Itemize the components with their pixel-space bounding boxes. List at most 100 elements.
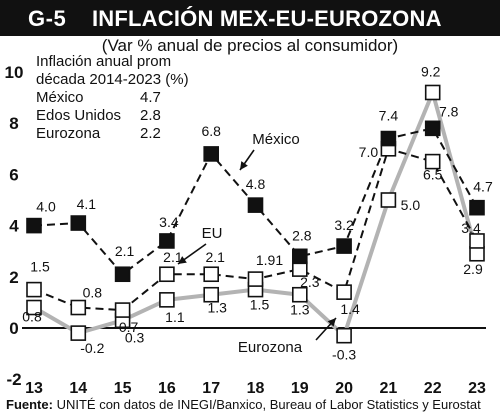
data-label: 4.7 <box>473 179 493 195</box>
series-name-label: Eurozona <box>238 339 303 356</box>
y-tick-label: -2 <box>6 370 21 389</box>
average-inflation-box: Inflación anual prom década 2014-2023 (%… <box>36 53 189 143</box>
legend-row-name: Eurozona <box>36 125 101 142</box>
data-label: 2.8 <box>292 227 312 243</box>
legend-row-name: México <box>36 89 84 106</box>
x-tick-label: 20 <box>335 380 353 397</box>
data-label: -0.2 <box>80 340 104 356</box>
data-label: 1.4 <box>340 301 360 317</box>
chart-header: G-5 INFLACIÓN MEX-EU-EUROZONA <box>0 0 500 36</box>
data-label: 9.2 <box>421 63 441 79</box>
chart-subtitle: (Var % anual de precios al consumidor) <box>101 36 399 55</box>
data-point-marker <box>203 266 219 283</box>
legend-heading-line-1: Inflación anual prom <box>36 53 172 70</box>
data-point-marker <box>291 286 308 303</box>
y-tick-label: 0 <box>9 319 18 338</box>
legend-row-value: 2.8 <box>140 107 161 124</box>
data-point-marker <box>70 325 87 341</box>
data-label: 4.8 <box>246 176 266 192</box>
data-point-marker <box>70 299 87 316</box>
data-point-marker <box>26 217 42 234</box>
data-point-marker <box>469 245 485 262</box>
data-point-marker <box>203 146 219 162</box>
y-tick-label: 6 <box>9 165 18 184</box>
source-note: Fuente: UNITÉ con datos de INEGI/Banxico… <box>6 397 481 412</box>
data-label: 2.3 <box>300 274 320 290</box>
annotation-arrowhead <box>178 256 187 264</box>
data-label: 3.2 <box>334 217 354 233</box>
data-label: 2.1 <box>163 249 183 265</box>
data-label: 2.1 <box>115 243 135 259</box>
data-label: -0.3 <box>332 347 356 363</box>
x-tick-label: 13 <box>25 380 43 397</box>
source-label: Fuente: <box>6 397 53 412</box>
data-point-marker <box>424 120 441 137</box>
data-point-marker <box>291 248 308 265</box>
x-tick-label: 18 <box>247 380 265 397</box>
data-label: 2.9 <box>463 261 483 277</box>
data-point-marker <box>159 292 175 308</box>
data-point-marker <box>380 130 397 147</box>
data-label: 7.4 <box>379 108 399 124</box>
y-tick-label: 4 <box>9 217 19 236</box>
data-point-marker <box>424 84 441 101</box>
x-tick-label: 17 <box>202 380 220 397</box>
data-label: 4.0 <box>36 199 56 215</box>
annotation-arrowhead <box>327 318 336 327</box>
data-label: 6.5 <box>423 167 443 183</box>
series-name-label: EU <box>202 225 223 242</box>
legend-row-eu: Edos Unidos 2.8 <box>36 107 186 125</box>
data-label: 1.3 <box>207 300 227 316</box>
data-label: 4.1 <box>77 196 97 212</box>
x-tick-label: 16 <box>158 380 176 397</box>
legend-row-value: 2.2 <box>140 125 161 142</box>
data-point-marker <box>114 302 131 318</box>
chart-title: INFLACIÓN MEX-EU-EUROZONA <box>92 6 442 31</box>
data-point-marker <box>203 286 219 303</box>
data-point-marker <box>469 199 485 216</box>
x-tick-label: 14 <box>69 380 87 397</box>
annotation-arrowhead <box>240 161 248 170</box>
data-label: 3.4 <box>461 220 481 236</box>
data-point-marker <box>469 233 485 249</box>
data-label: 1.1 <box>165 309 185 325</box>
data-label: 1.91 <box>256 252 283 268</box>
data-point-marker <box>247 271 264 287</box>
data-label: 1.5 <box>250 297 270 313</box>
data-label: 1.3 <box>290 302 310 318</box>
data-label: 2.1 <box>205 249 225 265</box>
chart-code: G-5 <box>28 6 67 31</box>
data-point-marker <box>70 215 87 231</box>
legend-row-name: Edos Unidos <box>36 107 122 124</box>
y-tick-label: 8 <box>9 114 18 133</box>
legend-row-value: 4.7 <box>140 89 161 106</box>
x-tick-label: 19 <box>291 380 309 397</box>
data-point-marker <box>336 327 352 344</box>
data-label: 5.0 <box>401 197 421 213</box>
data-point-marker <box>380 192 397 208</box>
data-label: 0.8 <box>83 285 103 301</box>
data-point-marker <box>336 238 352 254</box>
legend-heading-line-2: década 2014-2023 (%) <box>36 71 189 88</box>
data-point-marker <box>114 266 131 283</box>
legend-row-mexico: México 4.7 <box>36 89 186 107</box>
data-label: 0.8 <box>22 309 42 325</box>
y-tick-label: 10 <box>5 63 24 82</box>
x-tick-label: 23 <box>468 380 486 397</box>
data-label: 0.7 <box>119 319 139 335</box>
data-point-marker <box>26 299 42 316</box>
data-point-marker <box>26 281 42 298</box>
data-label: 3.4 <box>159 214 179 230</box>
data-label: 7.8 <box>439 103 459 119</box>
data-point-marker <box>159 266 175 283</box>
x-tick-label: 21 <box>380 380 398 397</box>
data-label: 7.0 <box>359 144 379 160</box>
data-point-marker <box>336 284 352 300</box>
y-tick-label: 2 <box>9 268 18 287</box>
data-label: 6.8 <box>201 123 221 139</box>
x-tick-label: 22 <box>424 380 442 397</box>
data-point-marker <box>247 197 264 213</box>
data-label: 1.5 <box>30 259 50 275</box>
source-text: UNITÉ con datos de INEGI/Banxico, Bureau… <box>56 397 481 412</box>
